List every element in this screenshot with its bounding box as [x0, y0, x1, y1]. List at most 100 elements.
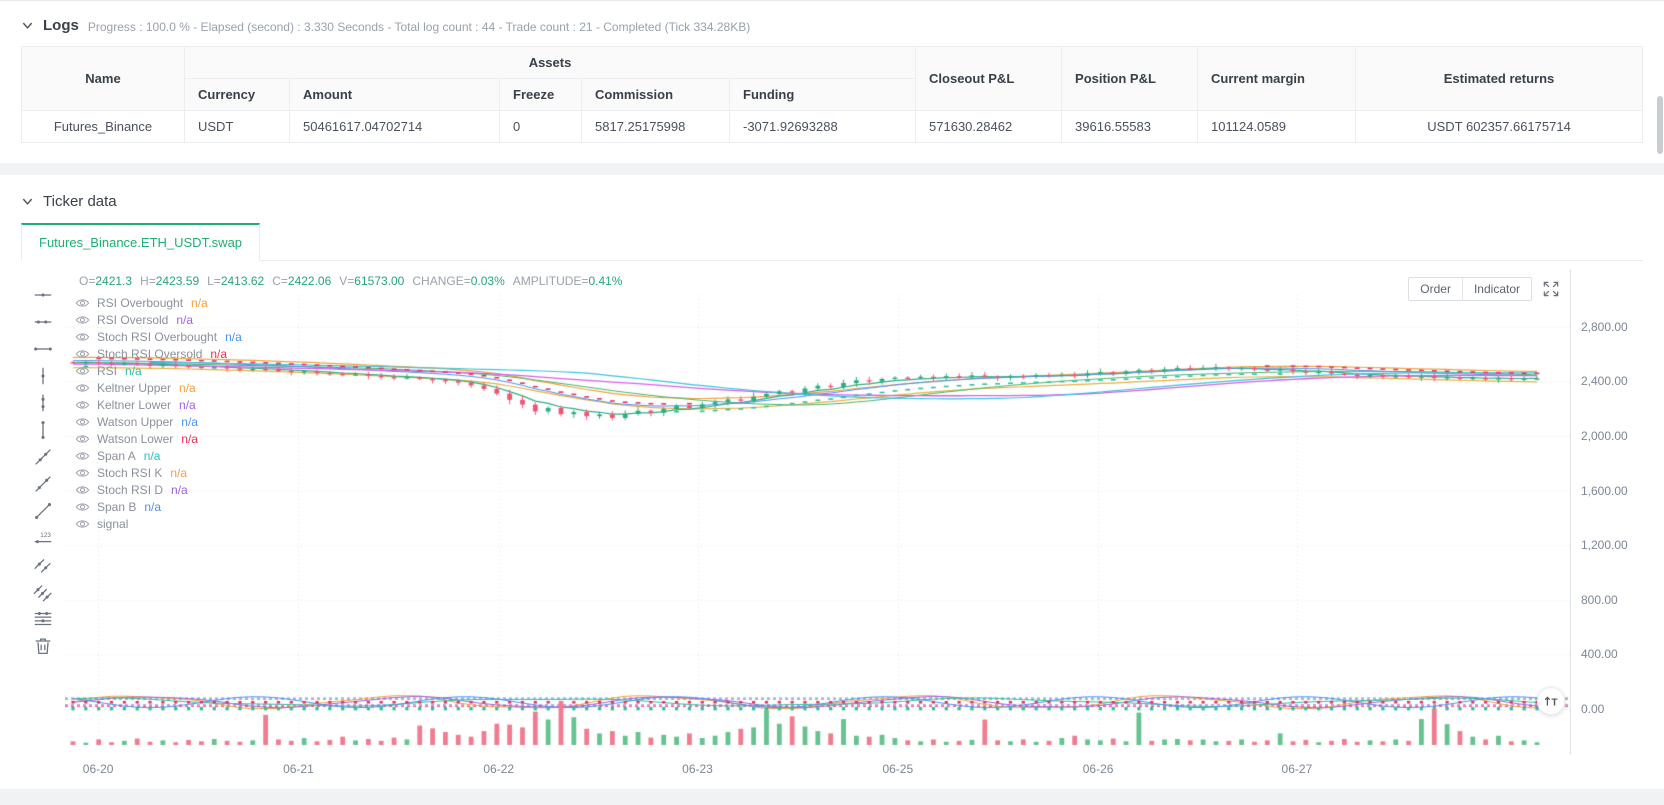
parallel-lines-tool-button[interactable] — [30, 580, 56, 604]
cell-funding: -3071.92693288 — [728, 110, 917, 143]
legend-item[interactable]: Stoch RSI Overbought n/a — [75, 328, 242, 345]
ray-horizontal-tool-button[interactable] — [30, 310, 56, 334]
eye-icon[interactable] — [75, 450, 90, 462]
eye-icon[interactable] — [75, 297, 90, 309]
legend-label: Stoch RSI K — [97, 465, 163, 480]
horizontal-levels-tool-button[interactable] — [30, 607, 56, 631]
delete-icon — [35, 638, 51, 654]
legend-item[interactable]: signal — [75, 515, 242, 532]
legend-value: n/a — [170, 465, 188, 480]
eye-icon[interactable] — [75, 433, 90, 445]
trend-segment-icon — [35, 449, 51, 465]
legend-item[interactable]: Span B n/a — [75, 498, 242, 515]
legend-item[interactable]: Stoch RSI D n/a — [75, 481, 242, 498]
legend-value: n/a — [179, 397, 196, 412]
ray-horizontal-icon — [34, 320, 52, 324]
col-closeout-pnl: Closeout P&L — [915, 46, 1063, 111]
legend-item[interactable]: Watson Lower n/a — [75, 430, 242, 447]
legend-label: Watson Upper — [97, 414, 174, 429]
price-line-tool-button[interactable]: 123 — [30, 526, 56, 550]
legend-item[interactable]: RSI Overbought n/a — [75, 294, 242, 311]
indicator-legend: RSI Overbought n/a RSI Oversold n/a Stoch RS… — [75, 294, 242, 532]
legend-item[interactable]: Stoch RSI K n/a — [75, 464, 242, 481]
tab-futures-binance-eth-usdt-swap[interactable]: Futures_Binance.ETH_USDT.swap — [21, 223, 261, 261]
legend-label: Keltner Lower — [97, 397, 172, 412]
parallel-segments-icon — [34, 559, 51, 573]
ohlc-readout: O=2421.3 H=2423.59 L=2413.62 C=2422.06 V=615… — [79, 274, 622, 288]
y-axis-label: 0.00 — [1581, 702, 1605, 716]
trend-segment-tool-button[interactable] — [30, 445, 56, 469]
price-line-icon: 123 — [34, 532, 51, 544]
chevron-down-icon[interactable] — [21, 19, 34, 32]
logs-panel: Logs Progress : 100.0 % - Elapsed (secon… — [0, 0, 1664, 163]
horizontal-levels-icon — [34, 611, 52, 626]
legend-label: Stoch RSI D — [97, 482, 164, 497]
x-axis-label: 06-20 — [82, 762, 114, 776]
ohlc-pair: V=61573.00 — [339, 274, 405, 288]
legend-item[interactable]: RSI n/a — [75, 362, 242, 379]
legend-item[interactable]: Watson Upper n/a — [75, 413, 242, 430]
ohlc-pair: H=2423.59 — [140, 274, 200, 288]
eye-icon[interactable] — [75, 382, 90, 394]
plot-area[interactable]: O=2421.3 H=2423.59 L=2413.62 C=2422.06 V=615… — [65, 269, 1571, 755]
trend-ray-tool-button[interactable] — [30, 472, 56, 496]
ticker-panel: Ticker data Futures_Binance.ETH_USDT.swa… — [0, 175, 1664, 789]
ray-vertical-icon — [41, 394, 45, 412]
chevron-down-icon[interactable] — [21, 195, 34, 208]
page-scrollbar-thumb[interactable] — [1657, 96, 1663, 154]
col-amount: Amount — [289, 78, 500, 111]
svg-text:T: T — [1551, 698, 1557, 709]
col-funding: Funding — [728, 78, 917, 111]
y-axis-label: 2,400.00 — [1581, 374, 1628, 389]
col-position-pnl: Position P&L — [1061, 46, 1199, 111]
eye-icon[interactable] — [75, 314, 90, 326]
eye-icon[interactable] — [75, 484, 90, 496]
legend-value: n/a — [179, 380, 196, 395]
segment-horizontal-tool-button[interactable] — [30, 283, 56, 307]
legend-item[interactable]: Keltner Upper n/a — [75, 379, 242, 396]
legend-value: n/a — [171, 482, 188, 497]
x-axis-label: 06-21 — [283, 762, 314, 776]
legend-item[interactable]: RSI Oversold n/a — [75, 311, 242, 328]
eye-icon[interactable] — [75, 399, 90, 411]
x-axis-label: 06-26 — [1082, 762, 1114, 776]
eye-icon[interactable] — [75, 467, 90, 479]
legend-item[interactable]: Keltner Lower n/a — [75, 396, 242, 413]
candlestick-chart-canvas[interactable] — [65, 269, 1571, 755]
trend-line-icon — [35, 503, 51, 519]
y-axis-label: 1,200.00 — [1581, 538, 1628, 553]
col-name: Name — [21, 46, 185, 111]
col-currency: Currency — [184, 78, 290, 111]
ticker-title: Ticker data — [43, 193, 117, 210]
cell-currency: USDT — [184, 110, 290, 143]
scroll-top-button[interactable]: T — [1537, 687, 1565, 715]
trend-ray-icon — [35, 476, 51, 492]
logs-header: Logs Progress : 100.0 % - Elapsed (secon… — [21, 11, 1643, 46]
ohlc-pair: L=2413.62 — [207, 274, 265, 288]
eye-icon[interactable] — [75, 365, 90, 377]
ray-vertical-tool-button[interactable] — [30, 391, 56, 415]
line-vertical-tool-button[interactable] — [30, 418, 56, 442]
eye-icon[interactable] — [75, 348, 90, 360]
parallel-segments-tool-button[interactable] — [30, 553, 56, 577]
x-axis-label: 06-22 — [483, 762, 515, 776]
eye-icon[interactable] — [75, 331, 90, 343]
legend-item[interactable]: Stoch RSI Oversold n/a — [75, 345, 242, 362]
chart-toggle-group: Order Indicator — [1408, 277, 1532, 301]
table-row: Futures_Binance USDT 50461617.04702714 0… — [21, 110, 1643, 143]
delete-tool-button[interactable] — [30, 634, 56, 658]
legend-label: Span B — [97, 499, 137, 514]
parallel-lines-icon — [33, 585, 52, 602]
indicator-button[interactable]: Indicator — [1461, 278, 1531, 300]
eye-icon[interactable] — [75, 416, 90, 428]
order-button[interactable]: Order — [1409, 278, 1462, 300]
segment-vertical-tool-button[interactable] — [30, 364, 56, 388]
eye-icon[interactable] — [75, 501, 90, 513]
legend-item[interactable]: Span A n/a — [75, 447, 242, 464]
trend-line-tool-button[interactable] — [30, 499, 56, 523]
fullscreen-button[interactable] — [1539, 277, 1563, 301]
legend-label: Keltner Upper — [97, 380, 172, 395]
eye-icon[interactable] — [75, 518, 90, 530]
line-horizontal-tool-button[interactable] — [30, 337, 56, 361]
legend-value: n/a — [181, 431, 198, 446]
